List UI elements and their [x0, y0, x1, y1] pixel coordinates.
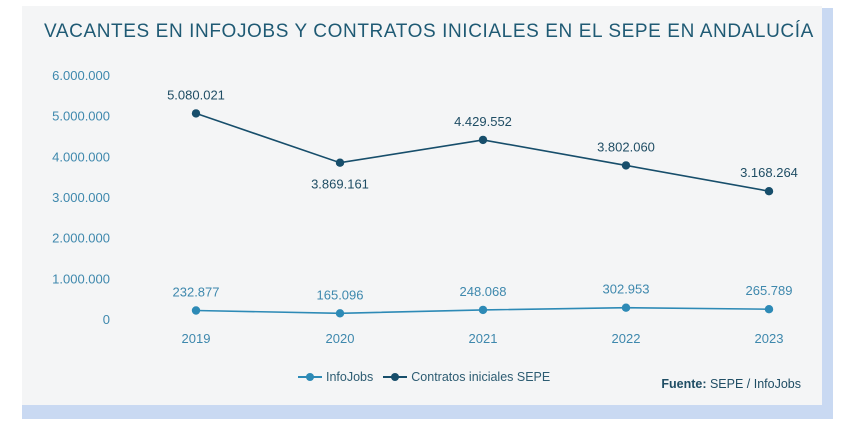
data-point-sepe	[191, 109, 201, 118]
data-label-infojobs: 232.877	[173, 285, 220, 300]
data-point-sepe	[764, 187, 774, 196]
data-point-sepe	[335, 158, 345, 167]
x-tick-label: 2019	[182, 331, 211, 346]
data-point-infojobs	[478, 305, 488, 315]
y-tick-label: 1.000.000	[52, 271, 110, 286]
data-point-sepe	[621, 161, 631, 170]
data-label-sepe: 5.080.021	[167, 87, 225, 102]
chart-title: VACANTES EN INFOJOBS Y CONTRATOS INICIAL…	[44, 21, 814, 42]
source-text: SEPE / InfoJobs	[709, 377, 801, 391]
x-tick-label: 2022	[612, 331, 641, 346]
data-label-sepe: 4.429.552	[454, 114, 512, 129]
source-note: Fuente: SEPE / InfoJobs	[661, 377, 801, 391]
y-tick-label: 6.000.000	[52, 68, 110, 83]
source-label: Fuente:	[661, 377, 707, 391]
data-label-infojobs: 248.068	[460, 284, 507, 299]
chart-card	[22, 6, 822, 405]
legend-item-sepe: Contratos iniciales SEPE	[383, 370, 550, 384]
legend-swatch-sepe	[383, 372, 408, 382]
legend-label-sepe: Contratos iniciales SEPE	[411, 370, 551, 384]
data-point-infojobs	[621, 303, 631, 312]
legend-label-infojobs: InfoJobs	[326, 370, 374, 384]
data-label-sepe: 3.802.060	[597, 139, 655, 154]
y-tick-label: 0	[103, 312, 110, 327]
data-label-sepe: 3.168.264	[740, 165, 798, 180]
data-label-infojobs: 265.789	[746, 283, 793, 298]
legend-item-infojobs: InfoJobs	[298, 370, 373, 384]
data-point-infojobs	[335, 309, 345, 318]
x-tick-label: 2023	[755, 331, 784, 346]
data-point-infojobs	[191, 306, 201, 315]
data-point-infojobs	[764, 305, 774, 314]
y-tick-label: 5.000.000	[52, 109, 110, 124]
data-label-sepe: 3.869.161	[311, 177, 369, 192]
data-label-infojobs: 302.953	[603, 282, 650, 297]
y-tick-label: 2.000.000	[52, 231, 110, 246]
x-tick-label: 2020	[326, 331, 355, 346]
legend-swatch-infojobs	[298, 372, 322, 382]
frame-accent-bottom	[22, 405, 833, 419]
legend: InfoJobs Contratos iniciales SEPE	[298, 367, 550, 387]
x-tick-label: 2021	[469, 331, 498, 346]
y-tick-label: 4.000.000	[52, 149, 110, 164]
data-point-sepe	[478, 135, 488, 145]
data-label-infojobs: 165.096	[317, 287, 364, 302]
frame-accent-right	[822, 8, 833, 410]
y-tick-label: 3.000.000	[52, 190, 110, 205]
